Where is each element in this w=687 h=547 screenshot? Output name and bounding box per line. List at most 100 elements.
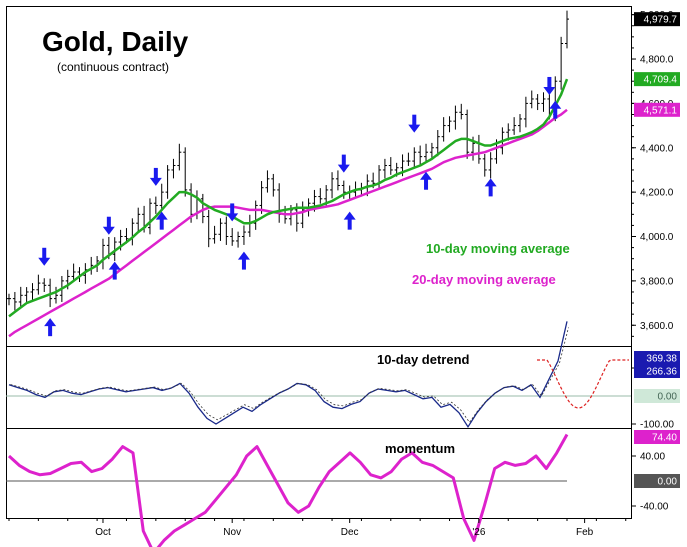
price-bar (418, 145, 423, 166)
up-arrow (549, 100, 562, 119)
up-arrow (108, 261, 121, 280)
price-bar (136, 207, 141, 232)
price-panel (7, 10, 569, 338)
last-price-tag-text: 4,979.7 (644, 15, 678, 26)
arrow-head (102, 226, 115, 235)
down-arrow (226, 203, 239, 222)
price-bar (24, 287, 29, 302)
date-tick-label: Nov (223, 527, 241, 538)
price-bar (212, 225, 217, 244)
price-bar (441, 117, 446, 142)
price-tick-label: 4,400.0 (640, 143, 674, 154)
price-bar (112, 237, 117, 261)
arrow-head (155, 211, 168, 220)
arrow-shaft (553, 107, 558, 119)
price-bar (377, 165, 382, 190)
price-bar (53, 286, 58, 304)
arrow-shaft (424, 178, 429, 190)
up-arrow (420, 171, 433, 190)
arrow-head (226, 213, 239, 222)
ma20-tag: 4,571.1 (634, 102, 680, 117)
price-bar (512, 117, 517, 135)
momentum-label: momentum (385, 441, 456, 456)
arrow-shaft (547, 76, 552, 88)
arrow-shaft (106, 216, 111, 228)
arrow-shaft (347, 218, 352, 230)
price-bar (36, 274, 41, 295)
price-bar (453, 105, 458, 130)
up-arrow (155, 211, 168, 230)
ma10-tag: 4,709.4 (634, 72, 680, 87)
date-tick-label: Feb (576, 527, 594, 538)
detrend-line (8, 321, 568, 429)
ma20-legend: 20-day moving average (412, 272, 556, 287)
price-bar (18, 286, 23, 307)
momentum-zero-tag: 0.00 (634, 474, 680, 488)
momentum-tick-label: -40.00 (640, 502, 669, 513)
ma10-tag-text: 4,709.4 (644, 75, 678, 86)
last-price-tag-bg (634, 12, 680, 27)
price-bar (218, 218, 223, 241)
price-tick-label: 3,600.0 (640, 321, 674, 332)
price-bar (253, 200, 258, 230)
price-tick-label: 4,000.0 (640, 232, 674, 243)
up-arrow (484, 178, 497, 197)
arrow-shaft (241, 258, 246, 270)
price-bar (459, 103, 464, 120)
detrend-zero-tag-text: 0.00 (658, 392, 678, 403)
price-bar (89, 256, 94, 275)
price-tick-label: 3,800.0 (640, 276, 674, 287)
arrow-shaft (230, 203, 235, 215)
price-bar (412, 147, 417, 168)
arrow-head (549, 100, 562, 109)
date-tick-label: Dec (341, 527, 359, 538)
detrend-projection (537, 359, 629, 409)
detrend-tick-label: -100.00 (640, 420, 674, 431)
detrend-value-tag-2-bg (634, 364, 680, 378)
up-arrow (237, 251, 250, 270)
down-arrow (543, 76, 556, 95)
arrow-shaft (412, 114, 417, 126)
price-bar (476, 134, 481, 164)
price-bar (424, 143, 429, 162)
price-bar (271, 173, 276, 197)
price-bar (159, 183, 164, 211)
price-bar (230, 228, 235, 246)
price-bar (177, 143, 182, 171)
chart-title: Gold, Daily (42, 26, 189, 57)
detrend-zero-tag-bg (634, 389, 680, 403)
date-tick-label: '26 (472, 527, 485, 538)
arrow-head (38, 257, 51, 266)
down-arrow (149, 167, 162, 186)
arrow-head (484, 178, 497, 187)
chart-subtitle: (continuous contract) (57, 60, 170, 74)
price-bar (300, 201, 305, 229)
detrend-label: 10-day detrend (377, 352, 470, 367)
value-tags: 4,979.7 4,709.4 4,571.1 369.38 266.36 0.00 74.… (634, 12, 680, 488)
price-tick-label: 4,800.0 (640, 55, 674, 66)
price-bar (165, 165, 170, 199)
price-bar (406, 152, 411, 166)
momentum-zero-tag-text: 0.00 (658, 477, 678, 488)
price-bar (382, 158, 387, 179)
price-bar (330, 172, 335, 199)
price-bar (247, 214, 252, 237)
momentum-line (7, 433, 569, 547)
price-bar (318, 188, 323, 204)
price-bar (565, 10, 569, 49)
momentum-value-tag-bg (634, 430, 680, 444)
momentum-value-tag: 74.40 (634, 430, 680, 444)
price-bar (482, 153, 487, 177)
last-price-tag: 4,979.7 (634, 12, 680, 27)
price-bar (518, 114, 523, 133)
price-bar (488, 152, 493, 179)
price-bar (529, 90, 534, 109)
price-bar (541, 92, 546, 112)
ma10-line (8, 78, 569, 318)
price-bar (183, 147, 188, 197)
detrend-value-tag-1-text: 369.38 (646, 354, 677, 365)
price-bar (7, 293, 11, 306)
down-arrow (38, 247, 51, 266)
price-bar (465, 109, 470, 159)
